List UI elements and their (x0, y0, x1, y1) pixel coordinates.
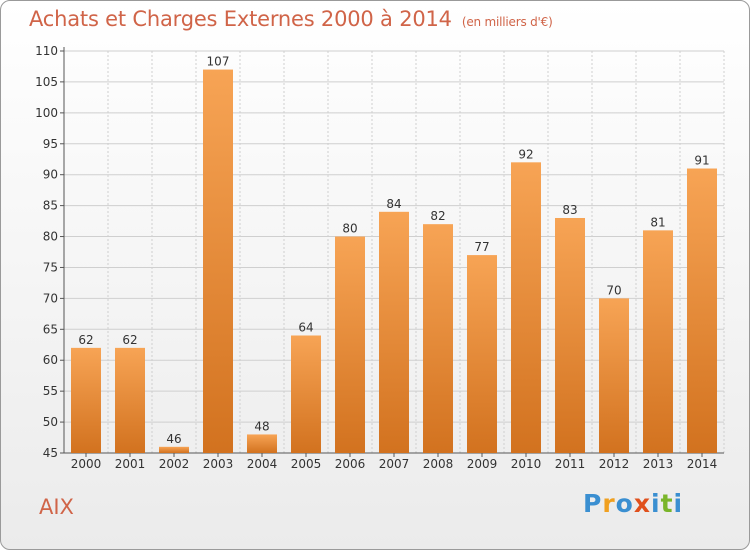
y-tick-label: 70 (43, 291, 58, 305)
data-label: 62 (78, 333, 93, 347)
data-label: 46 (166, 432, 181, 446)
x-tick-label: 2001 (115, 457, 146, 471)
data-label: 83 (562, 203, 577, 217)
y-tick-label: 105 (35, 75, 58, 89)
x-tick-label: 2009 (467, 457, 498, 471)
y-tick-label: 110 (35, 44, 58, 58)
data-label: 64 (298, 320, 313, 334)
bar (115, 347, 145, 453)
y-tick-label: 65 (43, 322, 58, 336)
y-tick-label: 55 (43, 384, 58, 398)
y-tick-label: 95 (43, 137, 58, 151)
bar (555, 217, 585, 453)
data-label: 48 (254, 419, 269, 433)
y-tick-label: 50 (43, 415, 58, 429)
x-tick-label: 2003 (203, 457, 234, 471)
x-tick-label: 2010 (511, 457, 542, 471)
y-tick-label: 85 (43, 199, 58, 213)
y-tick-label: 80 (43, 230, 58, 244)
bar (643, 230, 673, 453)
proxiti-logo[interactable]: Proxiti (583, 489, 684, 518)
data-label: 70 (606, 283, 621, 297)
data-label: 84 (386, 197, 401, 211)
x-tick-label: 2008 (423, 457, 454, 471)
bar (687, 168, 717, 453)
y-tick-label: 90 (43, 168, 58, 182)
x-tick-label: 2002 (159, 457, 190, 471)
chart-title: Achats et Charges Externes 2000 à 2014 (e… (29, 7, 553, 31)
bar (71, 347, 101, 453)
data-label: 107 (207, 55, 230, 69)
data-label: 92 (518, 147, 533, 161)
y-tick-label: 45 (43, 446, 58, 460)
bar (379, 211, 409, 453)
chart-title-text: Achats et Charges Externes 2000 à 2014 (29, 7, 452, 31)
data-label: 77 (474, 240, 489, 254)
bar (599, 298, 629, 453)
bar (159, 446, 189, 453)
chart-subtitle: (en milliers d'€) (461, 15, 553, 29)
axes: 45 50 55 60 65 70 75 80 85 90 95 100 105 110 2000 2001 2… (35, 44, 724, 471)
bar (291, 335, 321, 453)
bar (467, 255, 497, 453)
bar (335, 236, 365, 453)
bars (71, 69, 717, 454)
data-label: 82 (430, 209, 445, 223)
x-tick-label: 2011 (555, 457, 586, 471)
x-tick-label: 2000 (71, 457, 102, 471)
data-label: 80 (342, 222, 357, 236)
x-tick-label: 2005 (291, 457, 322, 471)
data-label: 81 (650, 215, 665, 229)
bar (423, 224, 453, 453)
x-tick-label: 2014 (687, 457, 718, 471)
bar (247, 434, 277, 453)
y-tick-label: 100 (35, 106, 58, 120)
bar (511, 162, 541, 454)
x-tick-label: 2012 (599, 457, 630, 471)
y-tick-label: 75 (43, 260, 58, 274)
data-labels: 62 62 46 107 48 64 80 84 82 77 92 83 70 81 91 (78, 55, 709, 446)
commune-name: AIX (39, 495, 74, 519)
data-label: 62 (122, 333, 137, 347)
data-label: 91 (694, 154, 709, 168)
x-tick-label: 2013 (643, 457, 674, 471)
y-tick-label: 60 (43, 353, 58, 367)
x-tick-label: 2006 (335, 457, 366, 471)
bar (203, 69, 233, 454)
x-tick-label: 2004 (247, 457, 278, 471)
x-tick-label: 2007 (379, 457, 410, 471)
